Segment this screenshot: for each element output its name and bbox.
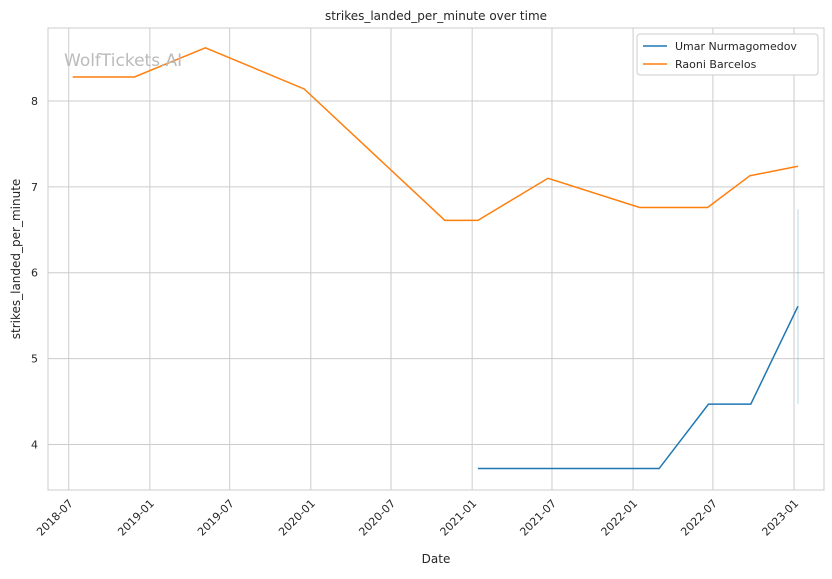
x-tick-label: 2021-01 <box>438 497 480 539</box>
x-tick-label: 2019-07 <box>195 497 237 539</box>
chart-title: strikes_landed_per_minute over time <box>325 9 547 23</box>
y-tick-label: 5 <box>31 353 38 366</box>
legend-label: Raoni Barcelos <box>675 58 757 71</box>
plot-frame <box>47 27 825 491</box>
legend-label: Umar Nurmagomedov <box>675 40 797 53</box>
y-tick-label: 7 <box>31 181 38 194</box>
legend-box <box>636 33 819 76</box>
watermark: WolfTickets.AI <box>64 51 182 71</box>
x-tick-label: 2022-07 <box>678 497 720 539</box>
x-tick-label: 2022-01 <box>599 497 641 539</box>
x-tick-label: 2019-01 <box>115 497 157 539</box>
x-axis-label: Date <box>422 552 451 566</box>
x-tick-label: 2020-07 <box>356 497 398 539</box>
x-tick-label: 2018-07 <box>34 497 76 539</box>
x-tick-label: 2023-01 <box>759 497 801 539</box>
y-tick-label: 6 <box>31 267 38 280</box>
legend: Umar Nurmagomedov Raoni Barcelos <box>636 33 819 76</box>
y-tick-label: 4 <box>31 438 38 451</box>
y-tick-label: 8 <box>31 95 38 108</box>
x-tick-label: 2020-01 <box>276 497 318 539</box>
x-tick-label: 2021-07 <box>517 497 559 539</box>
series-line-0 <box>477 305 799 470</box>
y-axis-label: strikes_landed_per_minute <box>9 179 23 340</box>
series-line-1 <box>72 46 799 222</box>
